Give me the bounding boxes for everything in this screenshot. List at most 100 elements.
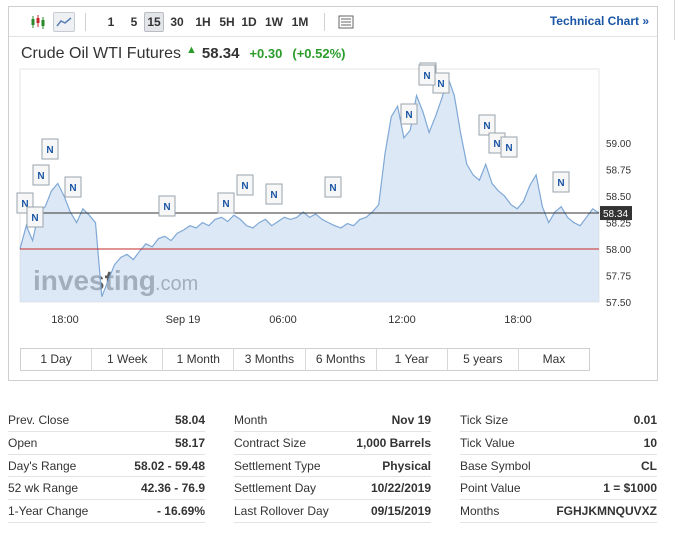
table-view-icon[interactable] (335, 12, 357, 32)
news-marker[interactable]: N (217, 192, 235, 214)
period-button-1m[interactable]: 1M (291, 15, 309, 29)
news-marker[interactable]: N (32, 164, 50, 186)
range-button-3-months[interactable]: 3 Months (234, 349, 306, 370)
instrument-price: 58.34 (201, 45, 240, 62)
news-marker[interactable]: N (418, 64, 436, 86)
current-price-label: 58.34 (603, 209, 628, 220)
stat-label: Month (234, 413, 268, 427)
period-button-5[interactable]: 5 (130, 15, 138, 29)
stat-label: Base Symbol (460, 458, 531, 473)
stat-value: 0.01 (633, 413, 657, 427)
news-marker-label: N (493, 139, 500, 150)
period-button-1[interactable]: 1 (107, 15, 115, 29)
current-price-box (600, 206, 632, 221)
stat-row: Tick Value 10 (460, 432, 657, 455)
news-marker[interactable]: N (158, 195, 176, 217)
news-marker-box (552, 171, 570, 193)
stat-label: Tick Value (460, 435, 515, 450)
price-change-percent: (+0.52%) (292, 46, 346, 61)
y-tick-label: 57.50 (606, 298, 631, 309)
range-button-1-year[interactable]: 1 Year (376, 349, 448, 370)
y-tick-label: 58.75 (606, 166, 631, 177)
news-marker-box (41, 138, 59, 160)
toolbar-divider (85, 13, 86, 31)
news-marker-box (400, 103, 418, 125)
stat-label: Months (460, 504, 500, 518)
news-marker-label: N (437, 79, 444, 90)
stat-row: Month Nov 19 (234, 409, 431, 432)
stat-value: 10/22/2019 (370, 481, 431, 496)
period-button-5h[interactable]: 5H (219, 15, 235, 29)
period-button-1w[interactable]: 1W (265, 15, 283, 29)
range-button-6-months[interactable]: 6 Months (305, 349, 377, 370)
stat-value: 10 (643, 435, 657, 450)
range-button-max[interactable]: Max (518, 349, 589, 370)
price-chart[interactable]: investing.com59.0058.7558.5058.2558.0057… (9, 7, 657, 342)
y-tick-label: 58.00 (606, 245, 631, 256)
range-button-5-years[interactable]: 5 years (447, 349, 519, 370)
chart-widget: 1 5 15 30 1H 5H 1D 1W 1M Technical Chart » Crude… (8, 6, 658, 381)
range-button-1-day[interactable]: 1 Day (21, 349, 93, 370)
period-button-15[interactable]: 15 (144, 12, 164, 32)
news-marker[interactable]: N (400, 103, 418, 125)
news-marker-box (217, 192, 235, 214)
news-marker[interactable]: N (64, 176, 82, 198)
range-selector: 1 Day 1 Week 1 Month 3 Months 6 Months 1 Year… (20, 348, 590, 371)
x-tick-label: 12:00 (388, 314, 416, 326)
stat-label: 52 wk Range (8, 481, 79, 496)
technical-chart-link[interactable]: Technical Chart » (549, 14, 649, 28)
page-edge-divider (674, 0, 675, 40)
range-button-1-month[interactable]: 1 Month (163, 349, 235, 370)
news-marker[interactable]: N (500, 136, 518, 158)
stat-row: Contract Size 1,000 Barrels (234, 432, 431, 455)
period-button-30[interactable]: 30 (170, 15, 184, 29)
up-arrow-icon: ▲ (186, 44, 197, 56)
stat-row: Base Symbol CL (460, 455, 657, 478)
news-marker-box (418, 64, 436, 86)
y-tick-label: 58.50 (606, 192, 631, 203)
news-marker[interactable]: N (478, 114, 496, 136)
stat-row: Last Rollover Day 09/15/2019 (234, 500, 431, 523)
stat-value: 09/15/2019 (370, 504, 431, 518)
news-marker-label: N (423, 71, 430, 82)
news-marker-label: N (505, 143, 512, 154)
area-chart-icon[interactable] (53, 12, 75, 32)
stat-label: Settlement Day (234, 481, 317, 496)
price-line (19, 75, 600, 297)
x-tick-label: 18:00 (51, 314, 79, 326)
news-marker[interactable]: N (552, 171, 570, 193)
period-button-1d[interactable]: 1D (241, 15, 257, 29)
news-marker[interactable]: N (26, 206, 44, 228)
stat-row: 1-Year Change - 16.69% (8, 500, 205, 523)
news-marker[interactable]: N (324, 176, 342, 198)
price-area-fill (20, 77, 599, 302)
stat-value: Physical (382, 458, 431, 473)
stat-value: 1,000 Barrels (356, 435, 431, 450)
x-tick-label: 06:00 (269, 314, 297, 326)
stat-row: Open 58.17 (8, 432, 205, 455)
stat-row: Settlement Day 10/22/2019 (234, 477, 431, 500)
news-marker-box (265, 183, 283, 205)
toolbar-divider (324, 13, 325, 31)
y-tick-label: 58.25 (606, 219, 631, 230)
stat-value: 58.17 (174, 435, 205, 450)
stat-value: - 16.69% (156, 504, 205, 518)
candlestick-icon[interactable] (27, 12, 49, 32)
period-button-1h[interactable]: 1H (195, 15, 211, 29)
news-marker-label: N (329, 183, 336, 194)
x-tick-label: Sep 19 (166, 314, 201, 326)
news-marker-label: N (31, 213, 38, 224)
news-marker-label: N (222, 199, 229, 210)
range-button-1-week[interactable]: 1 Week (92, 349, 164, 370)
stat-label: Settlement Type (234, 458, 321, 473)
news-marker-label: N (37, 171, 44, 182)
stat-row: Point Value 1 = $1000 (460, 477, 657, 500)
stat-value: CL (641, 458, 657, 473)
news-marker-box (500, 136, 518, 158)
news-marker-label: N (163, 202, 170, 213)
stat-row: Tick Size 0.01 (460, 409, 657, 432)
news-marker[interactable]: N (236, 174, 254, 196)
news-marker[interactable]: N (265, 183, 283, 205)
stat-row: Settlement Type Physical (234, 455, 431, 478)
news-marker[interactable]: N (41, 138, 59, 160)
